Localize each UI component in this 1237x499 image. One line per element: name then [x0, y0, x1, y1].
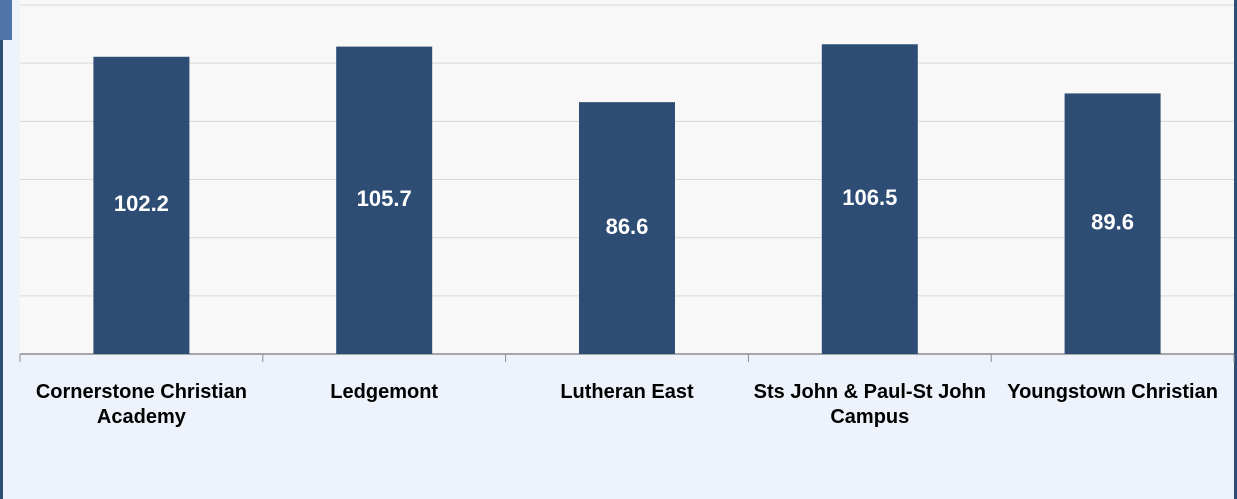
x-tick-label: Cornerstone Christian Academy [35, 381, 247, 428]
frame-right [1234, 0, 1237, 499]
x-tick-label: Lutheran East [560, 381, 694, 403]
value-label: 89.6 [1091, 210, 1134, 235]
value-label: 106.5 [842, 185, 897, 210]
bar [93, 56, 190, 354]
bar [336, 46, 433, 354]
bar [1064, 93, 1161, 354]
corner-tab [0, 0, 12, 40]
value-label: 105.7 [357, 186, 412, 211]
x-tick-label: Youngstown Christian [1007, 381, 1218, 403]
value-label: 102.2 [114, 191, 169, 216]
bar [821, 44, 918, 354]
frame-left [0, 0, 3, 499]
x-tick-label: Ledgemont [330, 381, 439, 403]
x-tick-label: Sts John & Paul-St John Campus [753, 381, 986, 428]
bar [579, 102, 675, 354]
value-label: 86.6 [606, 214, 649, 239]
